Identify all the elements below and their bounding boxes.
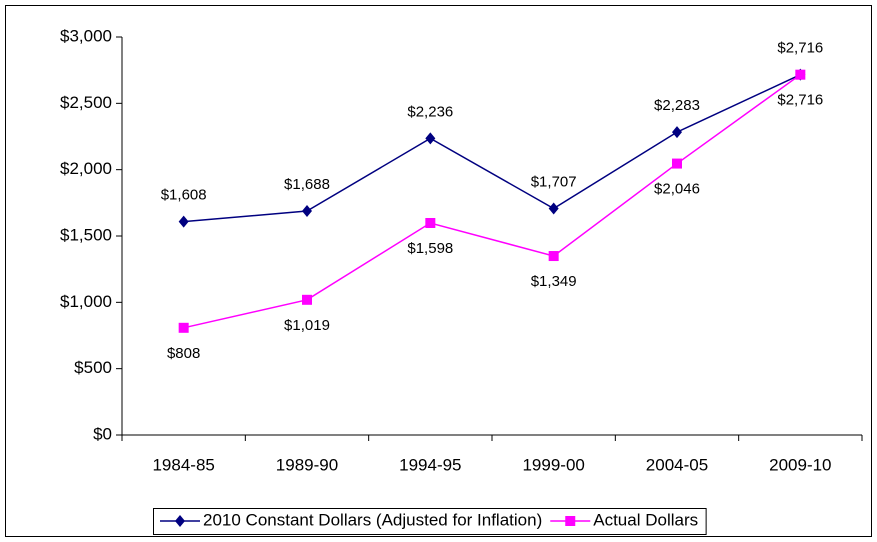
chart-border — [5, 5, 872, 537]
legend-marker — [565, 516, 576, 526]
value-label: $1,019 — [284, 317, 330, 334]
y-tick-label: $1,000 — [60, 292, 112, 311]
point — [672, 126, 682, 139]
y-tick-label: $500 — [74, 358, 112, 377]
value-label: $808 — [167, 345, 200, 362]
point — [302, 205, 312, 218]
value-label: $2,716 — [777, 40, 823, 57]
y-tick-label: $2,500 — [60, 93, 112, 112]
x-tick-label: 2004-05 — [646, 455, 708, 474]
value-label: $1,707 — [531, 174, 577, 191]
legend-box — [153, 508, 707, 535]
point — [795, 69, 806, 80]
legend-label: 2010 Constant Dollars (Adjusted for Infl… — [203, 510, 542, 529]
value-label: $2,283 — [654, 97, 700, 114]
value-label: $1,598 — [407, 240, 453, 257]
point — [178, 322, 189, 333]
x-tick-label: 2009-10 — [769, 455, 831, 474]
x-tick-label: 1989-90 — [276, 455, 338, 474]
x-tick-label: 1984-85 — [152, 455, 214, 474]
legend-label: Actual Dollars — [593, 510, 698, 529]
y-tick-label: $3,000 — [60, 26, 112, 45]
point — [548, 251, 559, 262]
value-label: $2,046 — [654, 181, 700, 198]
legend-marker — [175, 515, 185, 527]
point — [425, 217, 436, 228]
point — [548, 202, 559, 215]
point — [672, 158, 682, 169]
x-tick-label: 1994-95 — [399, 455, 461, 474]
series-line — [183, 74, 801, 329]
y-tick-label: $1,500 — [60, 225, 112, 244]
point — [302, 294, 312, 305]
point — [178, 215, 189, 228]
value-label: $1,349 — [531, 273, 577, 290]
value-label: $1,608 — [161, 187, 207, 204]
value-label: $2,716 — [777, 92, 823, 109]
x-tick-label: 1999-00 — [522, 455, 584, 474]
series-line — [183, 73, 801, 223]
point — [425, 132, 436, 145]
value-label: $2,236 — [407, 103, 453, 120]
y-tick-label: $2,000 — [60, 159, 112, 178]
y-tick-label: $0 — [93, 424, 112, 443]
value-label: $1,688 — [284, 176, 330, 193]
